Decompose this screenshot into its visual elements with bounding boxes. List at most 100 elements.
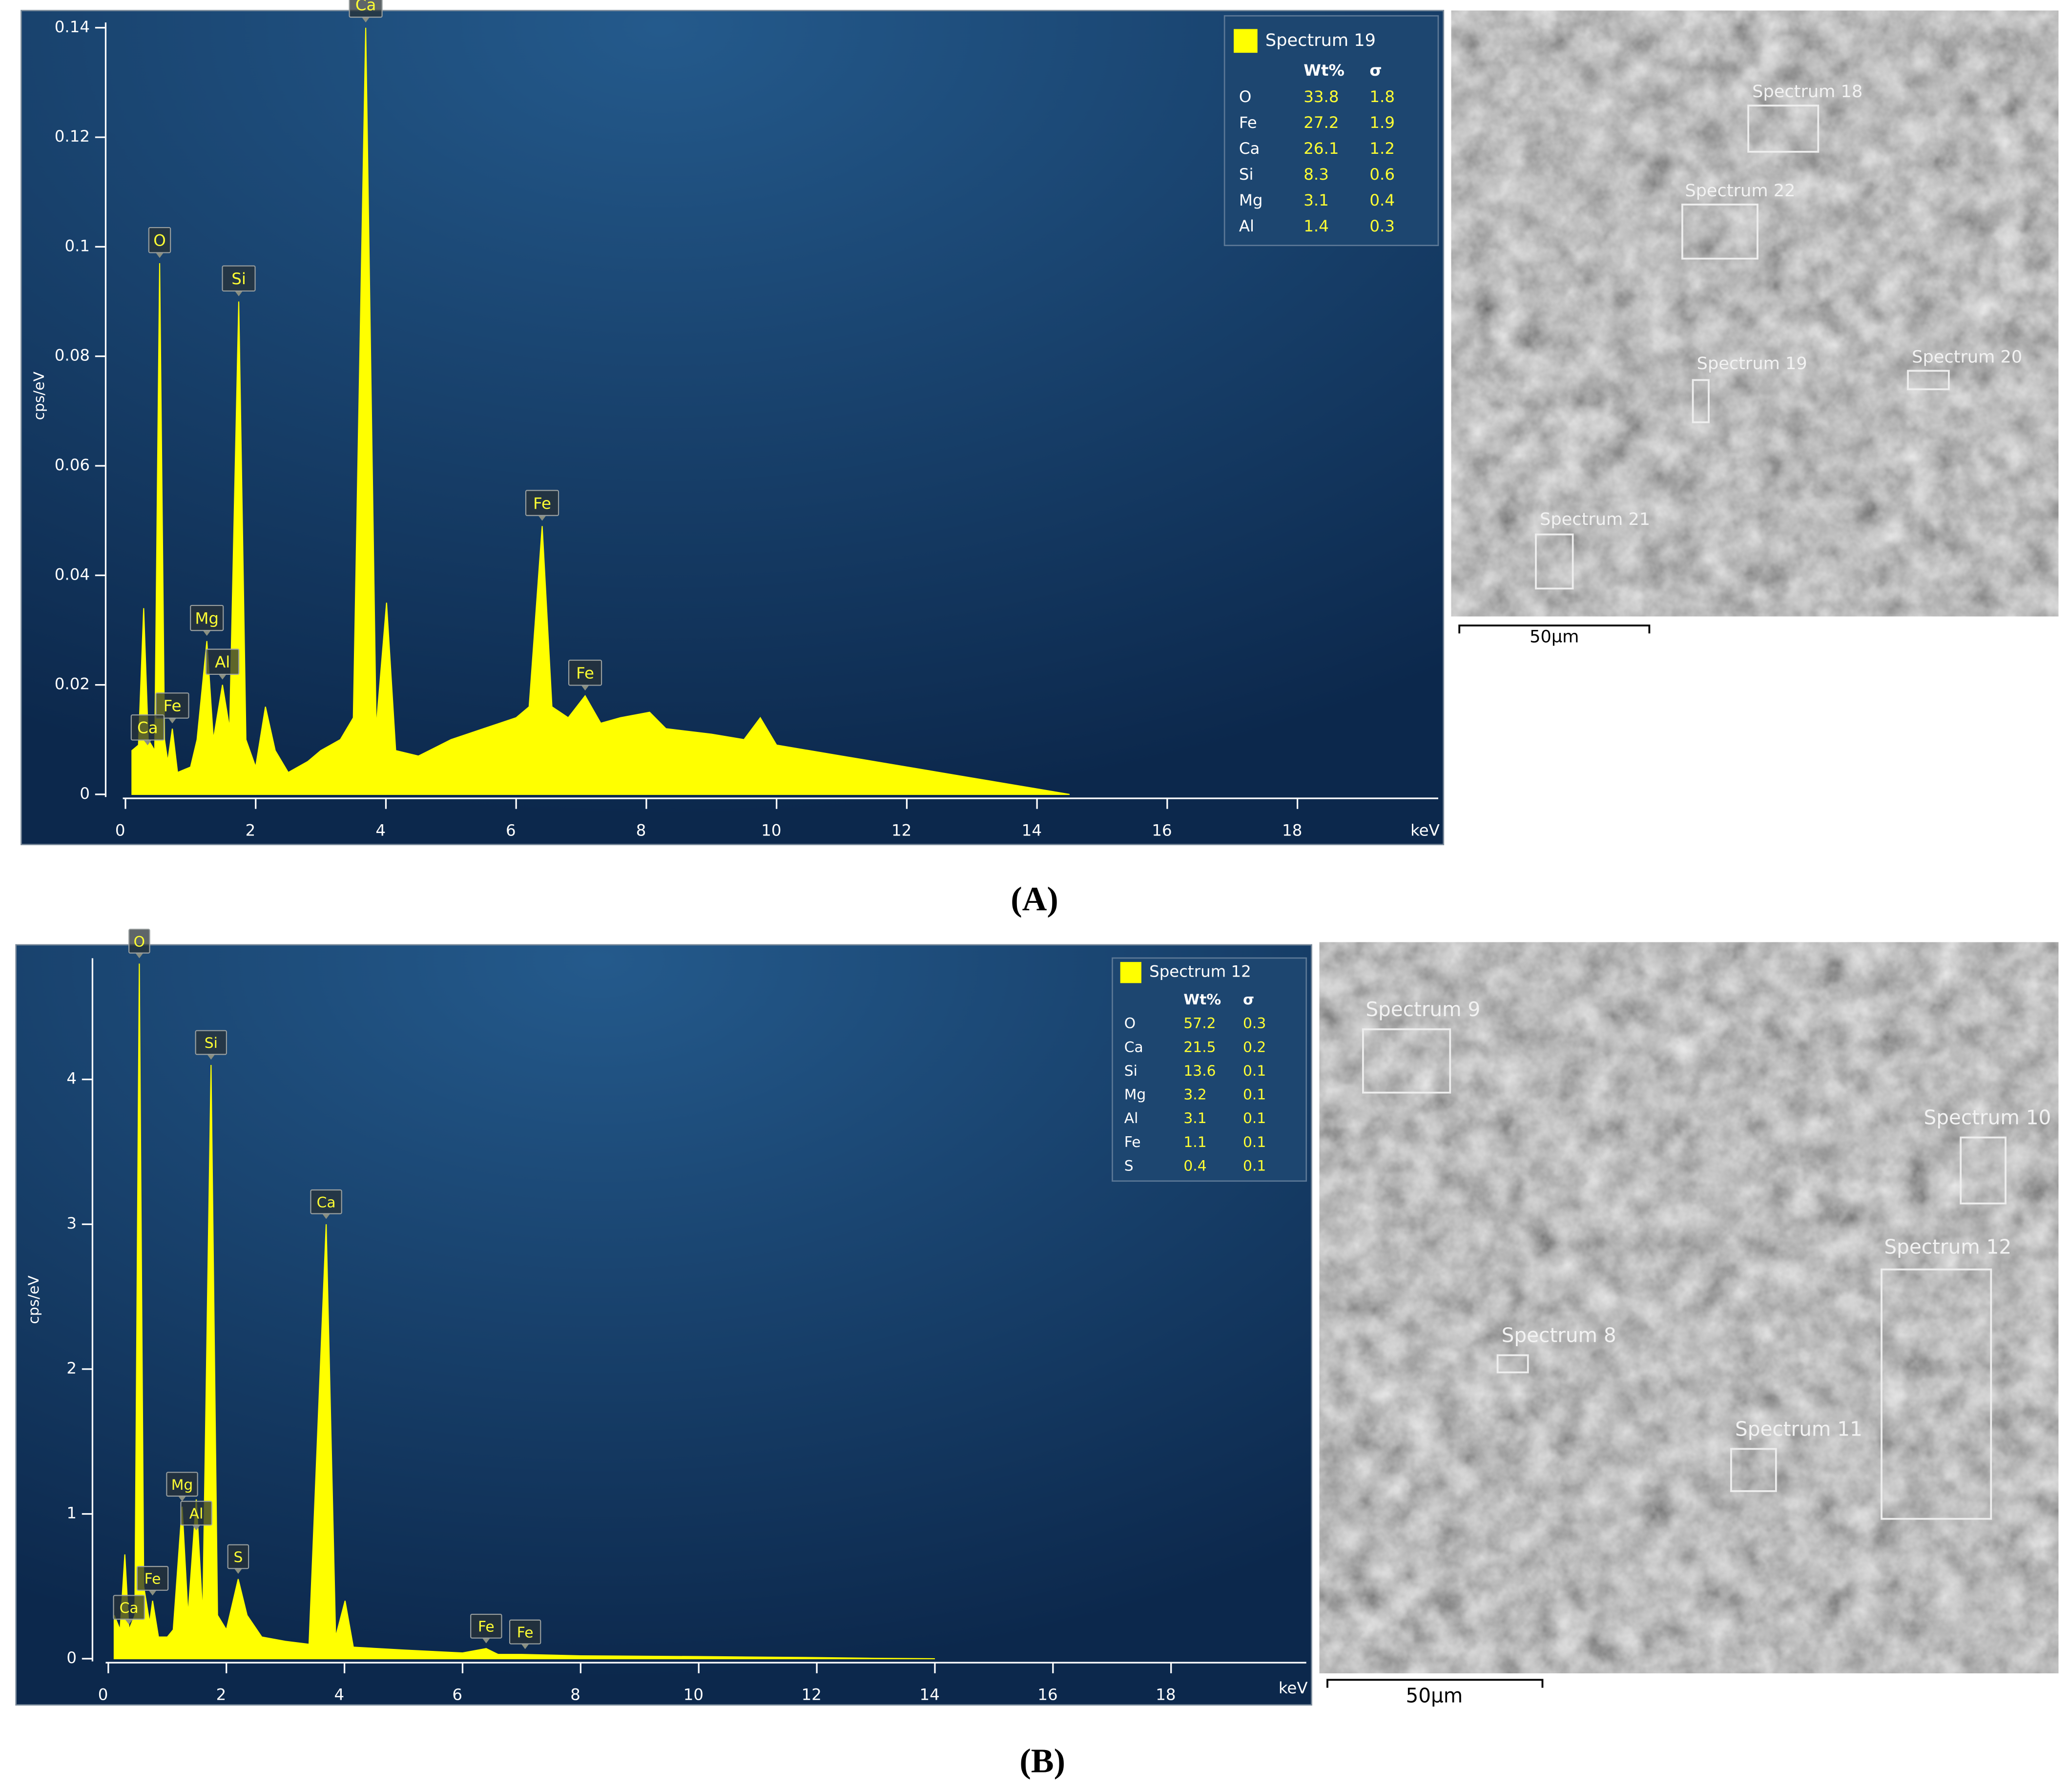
table-value: 0.1 [1243, 1110, 1266, 1127]
table-value: 0.3 [1369, 217, 1395, 235]
table-element: Mg [1124, 1086, 1146, 1104]
region-box [1960, 1136, 2007, 1205]
annotation-pointer [538, 515, 546, 521]
y-tick-label: 2 [66, 1359, 77, 1377]
table-value: 21.5 [1183, 1039, 1216, 1056]
table-element: Al [1239, 217, 1254, 235]
table-value: 0.4 [1183, 1158, 1206, 1175]
annotation-label: Fe [478, 1619, 495, 1636]
table-element: S [1124, 1158, 1134, 1175]
x-tick-label: 10 [761, 821, 781, 840]
annotation-pointer [482, 1638, 490, 1644]
region-box [1681, 203, 1759, 260]
annotation-pointer [322, 1213, 331, 1219]
y-tick-label: 4 [66, 1069, 77, 1088]
annotation-label: Ca [137, 719, 158, 737]
table-element: O [1239, 87, 1252, 106]
table-value: 0.1 [1243, 1086, 1266, 1104]
x-unit: keV [1279, 1679, 1308, 1697]
table-value: 1.8 [1369, 87, 1395, 106]
table-value: 0.4 [1369, 191, 1395, 209]
scale-bar-label: 50µm [1530, 626, 1579, 646]
table-value: 0.3 [1243, 1015, 1266, 1032]
scale-bar-label: 50µm [1406, 1684, 1463, 1707]
table-value: 27.2 [1303, 113, 1339, 132]
table-value: 26.1 [1303, 139, 1339, 158]
y-tick-label: 0.1 [64, 236, 90, 255]
annotation-pointer [234, 1568, 243, 1574]
annotation-label: S [233, 1549, 243, 1566]
table-element: Ca [1239, 139, 1260, 158]
legend-label: Spectrum 19 [1265, 30, 1376, 50]
spectrum-area [131, 27, 1070, 795]
x-tick-label: 6 [506, 821, 516, 840]
annotation-label: Fe [145, 1571, 161, 1588]
table-header: Wt% [1303, 61, 1345, 80]
region-label: Spectrum 9 [1366, 998, 1480, 1021]
table-value: 13.6 [1183, 1063, 1216, 1080]
spectrum-area [113, 963, 935, 1660]
x-tick-label: 4 [334, 1686, 344, 1704]
annotation-box [136, 1566, 169, 1591]
table-header: σ [1243, 991, 1254, 1008]
annotation-box [155, 692, 189, 719]
annotation-label: Si [205, 1035, 218, 1052]
annotation-label: Si [231, 270, 246, 288]
table-value: 0.6 [1369, 165, 1395, 184]
annotation-pointer [581, 685, 589, 691]
x-tick-label: 12 [802, 1686, 822, 1704]
annotation-pointer [218, 674, 227, 680]
region-box [1692, 379, 1710, 423]
annotation-box [130, 714, 165, 741]
annotation-pointer [192, 1525, 201, 1531]
table-element: Si [1239, 165, 1254, 184]
table-value: 0.1 [1243, 1158, 1266, 1175]
x-tick-label: 16 [1037, 1686, 1057, 1704]
legend-box [1112, 957, 1307, 1182]
region-box [1496, 1354, 1529, 1374]
x-tick-label: 2 [216, 1686, 227, 1704]
annotation-pointer [135, 953, 144, 959]
y-tick-label: 0.04 [55, 565, 90, 583]
x-tick-label: 8 [636, 821, 646, 840]
annotation-label: Al [215, 653, 230, 671]
table-value: 33.8 [1303, 87, 1339, 106]
annotation-label: Fe [517, 1624, 534, 1641]
table-value: 1.4 [1303, 217, 1329, 235]
y-tick-label: 0.12 [55, 127, 90, 146]
region-label: Spectrum 8 [1502, 1324, 1616, 1347]
table-header: σ [1369, 61, 1382, 80]
scale-bar [1458, 625, 1651, 634]
y-axis-label: cps/eV [31, 371, 48, 420]
y-tick-label: 0 [66, 1648, 77, 1667]
annotation-pointer [155, 252, 164, 258]
annotation-label: Ca [120, 1600, 139, 1617]
annotation-label: Mg [171, 1477, 193, 1494]
annotation-pointer [361, 17, 370, 22]
region-box [1730, 1448, 1777, 1492]
panel-label: (A) [1011, 880, 1058, 918]
table-value: 1.1 [1183, 1134, 1206, 1151]
sem-image [1319, 942, 2059, 1673]
region-label: Spectrum 21 [1540, 509, 1650, 529]
region-box [1535, 533, 1574, 590]
annotation-label: O [134, 934, 145, 951]
annotation-box [525, 490, 559, 516]
annotation-pointer [521, 1644, 529, 1649]
x-tick-label: 14 [1022, 821, 1042, 840]
annotation-label: Ca [355, 0, 376, 14]
table-value: 57.2 [1183, 1015, 1216, 1032]
y-tick-label: 0.06 [55, 456, 90, 474]
panel-label: (B) [1019, 1742, 1065, 1780]
annotation-box [148, 227, 171, 253]
sem-image [1451, 10, 2059, 617]
table-element: Mg [1239, 191, 1263, 209]
table-element: Ca [1124, 1039, 1143, 1056]
table-element: Al [1124, 1110, 1138, 1127]
annotation-label: O [153, 231, 166, 250]
annotation-label: Mg [195, 609, 219, 627]
annotation-pointer [178, 1496, 186, 1501]
annotation-box [113, 1595, 145, 1620]
x-tick-label: 14 [920, 1686, 940, 1704]
